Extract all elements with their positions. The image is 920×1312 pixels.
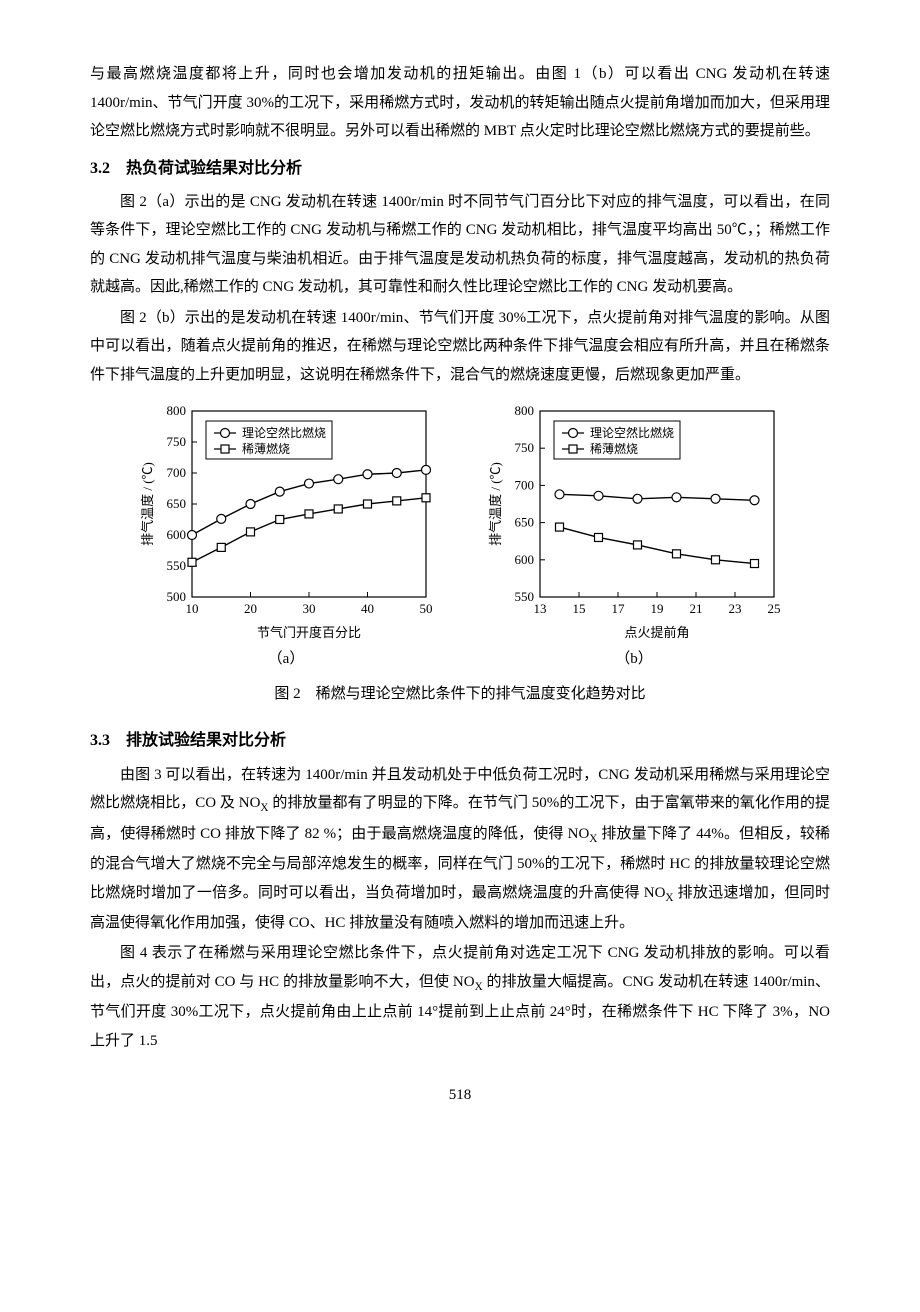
svg-text:650: 650 (167, 496, 187, 511)
paragraph: 图 4 表示了在稀燃与采用理论空燃比条件下，点火提前角对选定工况下 CNG 发动… (90, 939, 830, 1055)
svg-text:750: 750 (167, 434, 187, 449)
svg-text:700: 700 (515, 478, 535, 493)
figure-2b-chart: 13 15 17 19 21 23 25 550 600 650 700 750 800 点火提前角 排气温… (484, 403, 784, 643)
svg-text:17: 17 (612, 601, 626, 616)
svg-text:30: 30 (303, 601, 316, 616)
svg-text:排气温度 / (℃): 排气温度 / (℃) (140, 463, 155, 547)
svg-text:50: 50 (420, 601, 433, 616)
paragraph: 图 2（b）示出的是发动机在转速 1400r/min、节气们开度 30%工况下，… (90, 304, 830, 390)
svg-text:稀薄燃烧: 稀薄燃烧 (590, 441, 638, 456)
svg-text:排气温度 / (℃): 排气温度 / (℃) (488, 463, 503, 547)
svg-text:21: 21 (690, 601, 703, 616)
svg-text:19: 19 (651, 601, 664, 616)
svg-text:15: 15 (573, 601, 586, 616)
svg-text:13: 13 (534, 601, 547, 616)
svg-text:550: 550 (515, 589, 535, 604)
paragraph: 与最高燃烧温度都将上升，同时也会增加发动机的扭矩输出。由图 1（b）可以看出 C… (90, 60, 830, 146)
svg-text:700: 700 (167, 465, 187, 480)
svg-text:800: 800 (515, 403, 535, 418)
svg-text:500: 500 (167, 589, 187, 604)
svg-text:稀薄燃烧: 稀薄燃烧 (242, 441, 290, 456)
section-heading-3-2: 3.2 热负荷试验结果对比分析 (90, 154, 830, 184)
svg-text:40: 40 (361, 601, 374, 616)
svg-text:800: 800 (167, 403, 187, 418)
section-heading-3-3: 3.3 排放试验结果对比分析 (90, 726, 830, 756)
svg-text:25: 25 (768, 601, 781, 616)
svg-text:理论空然比燃烧: 理论空然比燃烧 (242, 425, 326, 440)
figure-2-caption: 图 2 稀燃与理论空燃比条件下的排气温度变化趋势对比 (90, 680, 830, 709)
svg-text:600: 600 (515, 552, 535, 567)
svg-text:20: 20 (244, 601, 257, 616)
svg-text:理论空然比燃烧: 理论空然比燃烧 (590, 425, 674, 440)
svg-text:750: 750 (515, 441, 535, 456)
svg-text:650: 650 (515, 515, 535, 530)
svg-text:23: 23 (729, 601, 742, 616)
figure-2: 10 20 30 40 50 500 550 600 650 700 750 800 节气门开度百分比 排… (90, 403, 830, 674)
svg-text:点火提前角: 点火提前角 (624, 625, 689, 640)
svg-text:10: 10 (186, 601, 199, 616)
paragraph: 图 2（a）示出的是 CNG 发动机在转速 1400r/min 时不同节气门百分… (90, 188, 830, 302)
figure-2a-chart: 10 20 30 40 50 500 550 600 650 700 750 800 节气门开度百分比 排… (136, 403, 436, 643)
svg-text:550: 550 (167, 558, 187, 573)
figure-2b-label: （b） (615, 645, 653, 674)
svg-text:600: 600 (167, 527, 187, 542)
figure-2a-label: （a） (268, 645, 305, 674)
svg-text:节气门开度百分比: 节气门开度百分比 (257, 625, 361, 640)
paragraph: 由图 3 可以看出，在转速为 1400r/min 并且发动机处于中低负荷工况时，… (90, 761, 830, 938)
page-number: 518 (90, 1081, 830, 1110)
